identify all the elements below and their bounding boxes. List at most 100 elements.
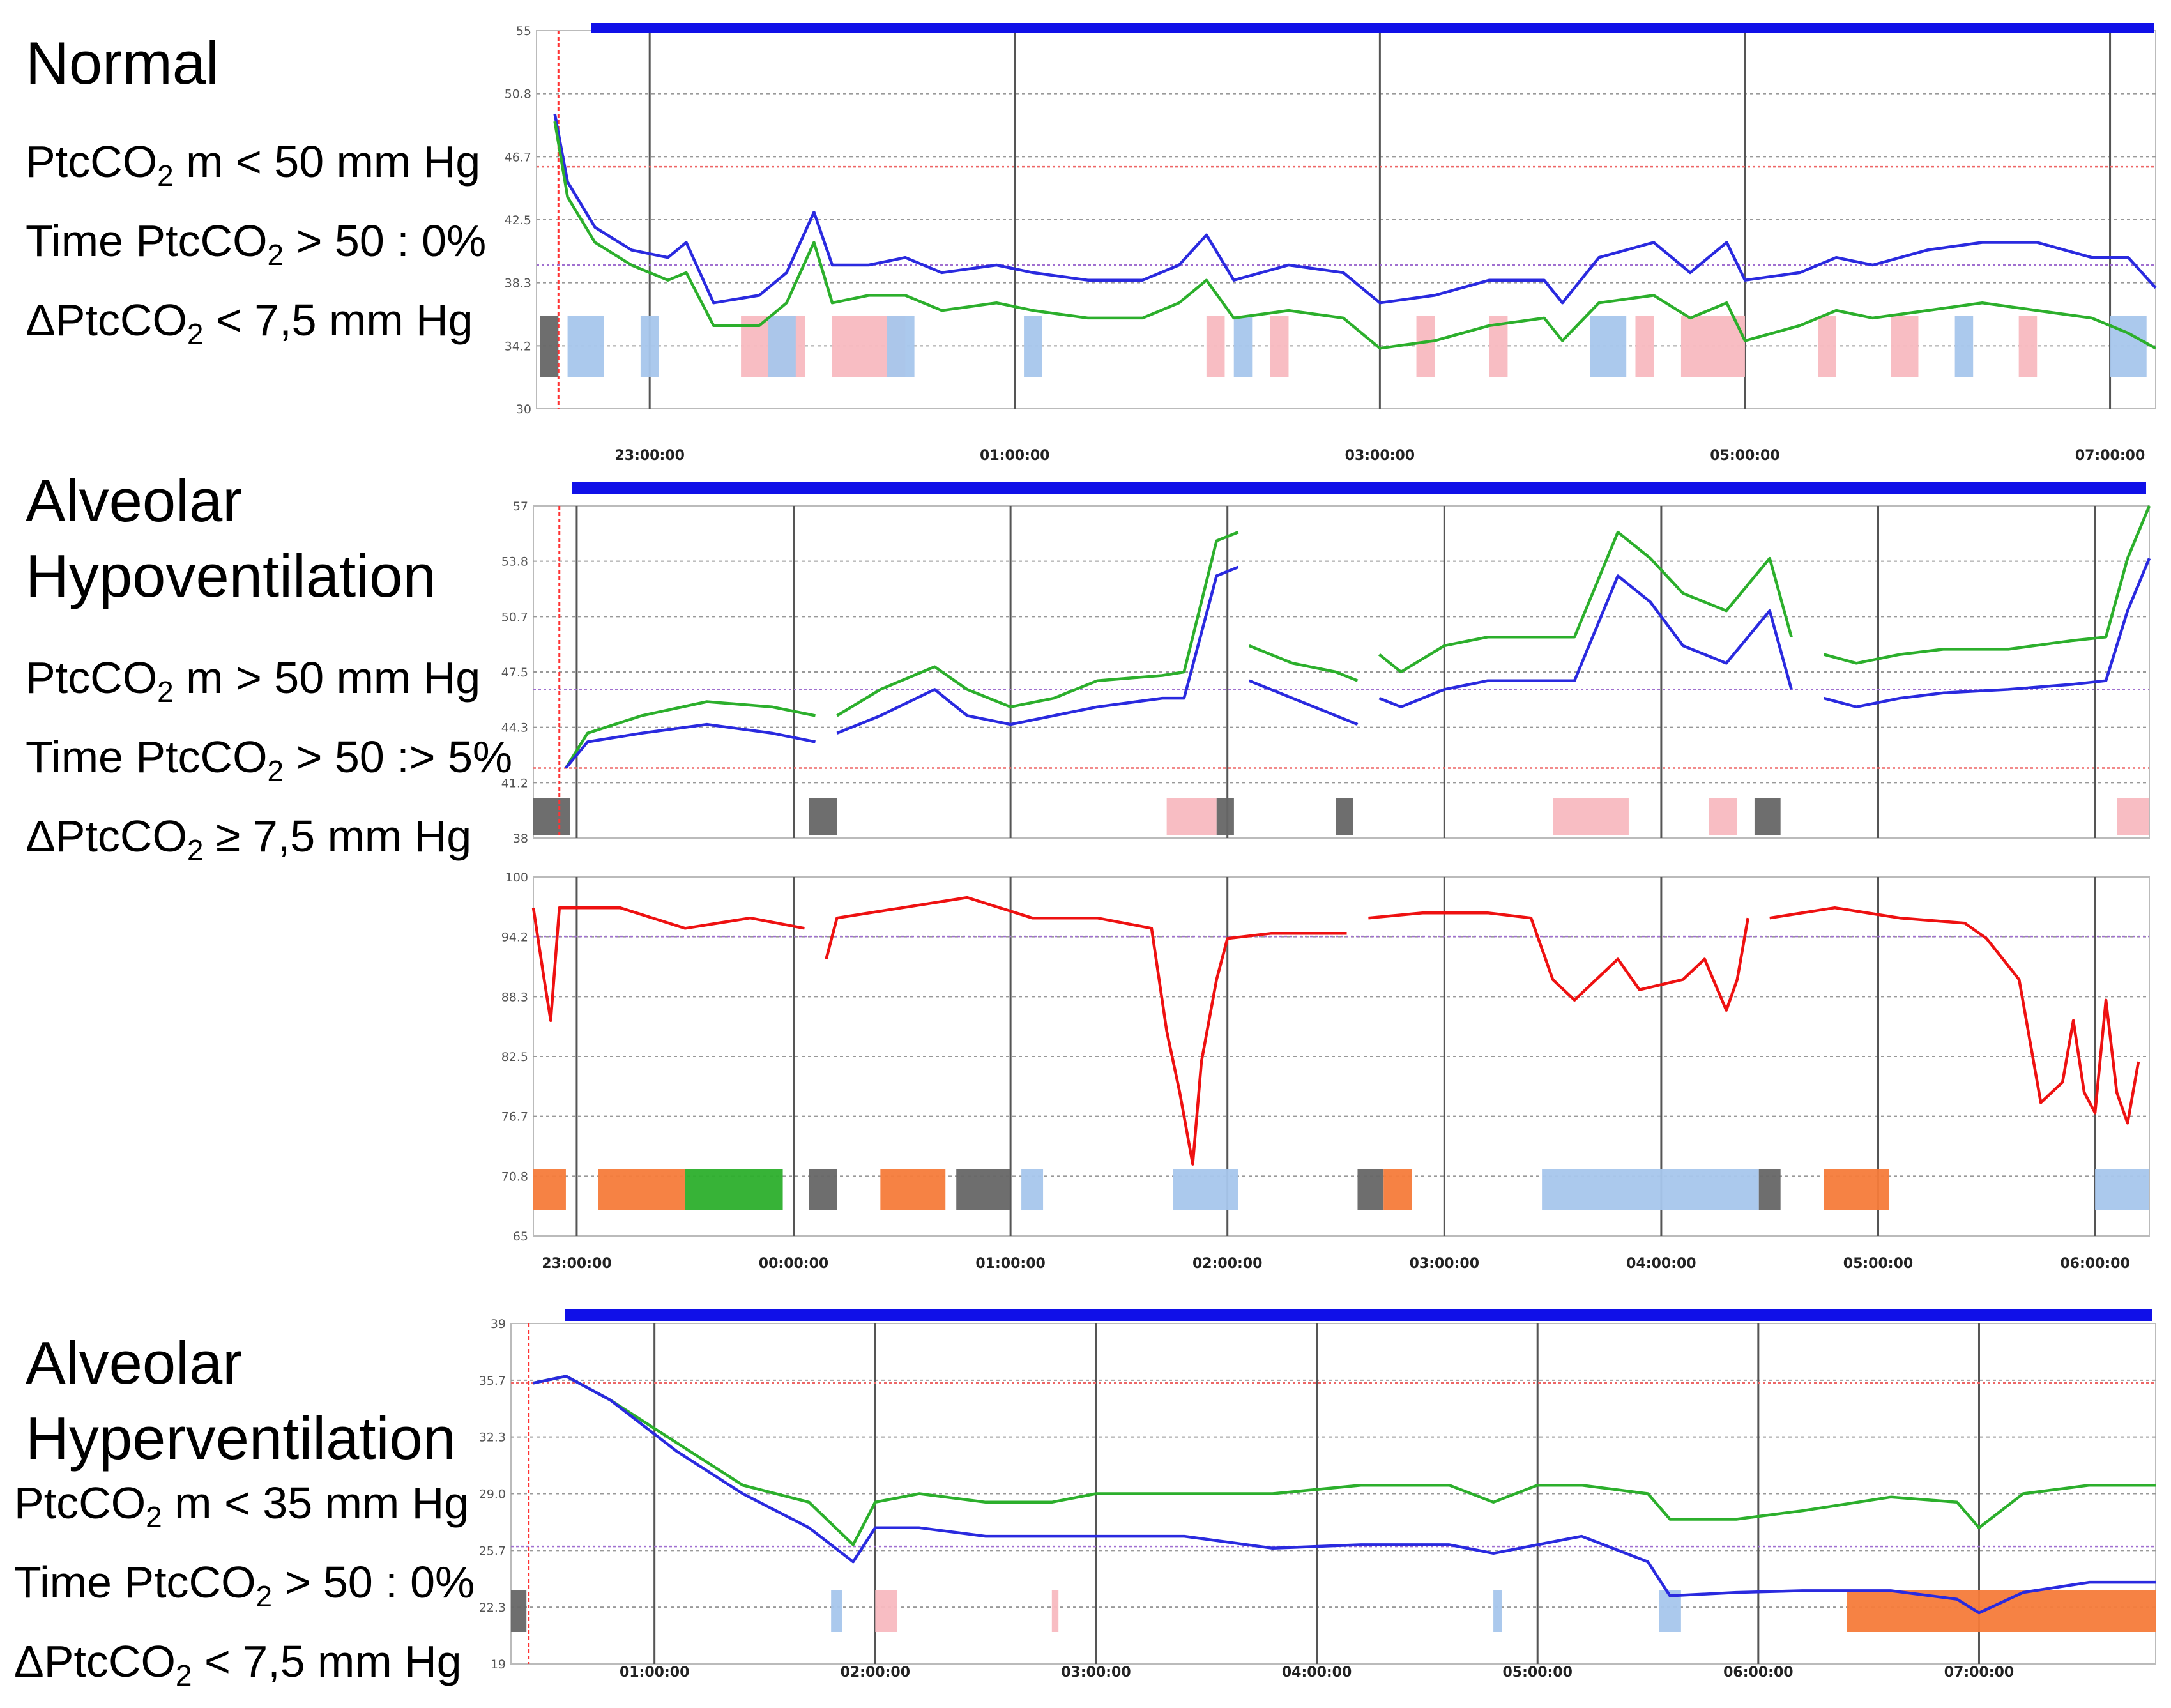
event-mark [1754,798,1781,835]
event-mark [640,316,659,377]
y-tick-label: 76.7 [501,1110,528,1124]
criterion-mean: PtcCO2 m < 50 mm Hg [26,136,481,192]
event-mark [1173,1169,1238,1210]
series-green-line [553,121,2157,350]
panel-hyperventilation-labels: Alveolar Hyperventilation PtcCO2 m < 35 m… [14,1325,475,1708]
y-tick-label: 38.3 [505,277,531,291]
panel-hypoventilation-title: Alveolar Hypoventilation [26,467,436,609]
event-mark [1383,1169,1412,1210]
recording-bar [591,23,2154,33]
event-mark [540,316,559,377]
y-tick-label: 88.3 [501,990,528,1004]
y-tick-label: 38 [513,832,528,846]
x-tick-label: 01:00:00 [980,448,1049,464]
x-tick-label: 06:00:00 [1723,1665,1793,1681]
x-tick-label: 06:00:00 [2060,1256,2129,1272]
x-tick-label: 01:00:00 [620,1665,689,1681]
event-mark [1357,1169,1384,1210]
event-mark [1680,316,1745,377]
event-mark [2110,316,2147,377]
event-mark [1270,316,1289,377]
event-mark [1216,798,1234,835]
event-mark [880,1169,946,1210]
event-mark [1416,316,1435,377]
y-tick-label: 94.2 [501,931,528,945]
panel-normal-labels: Normal PtcCO2 m < 50 mm Hg Time PtcCO2 >… [26,26,486,367]
event-mark [2018,316,2038,377]
event-mark [1553,798,1629,835]
x-tick-label: 23:00:00 [542,1256,611,1272]
event-mark [1024,316,1042,377]
x-tick-label: 05:00:00 [1502,1665,1572,1681]
criterion-mean: PtcCO2 m > 50 mm Hg [26,653,481,708]
x-tick-label: 03:00:00 [1061,1665,1131,1681]
event-mark [1206,316,1225,377]
criterion-mean: PtcCO2 m < 35 mm Hg [14,1478,469,1534]
event-mark [956,1169,1011,1210]
panel-hyperventilation-title: Alveolar Hyperventilation [26,1329,457,1472]
x-tick-label: 07:00:00 [2075,448,2145,464]
event-mark [1493,1590,1502,1632]
event-mark [1847,1590,2156,1632]
event-mark [1021,1169,1044,1210]
y-tick-label: 50.8 [505,88,531,102]
event-mark [1590,316,1627,377]
y-tick-label: 82.5 [501,1050,528,1064]
x-tick-label: 03:00:00 [1345,448,1415,464]
x-tick-label: 02:00:00 [841,1665,910,1681]
y-tick-label: 57 [513,499,528,514]
series-red-line [531,896,2140,1166]
event-mark [2117,798,2149,835]
chart-normal-ptcco2: 55 50.8 46.7 42.5 38.3 34.2 30 23:00:00 01:00:00… [505,23,2157,464]
event-mark [1635,316,1654,377]
event-mark [511,1590,527,1632]
y-tick-label: 25.7 [479,1544,506,1558]
panel-hypoventilation-criteria: PtcCO2 m > 50 mm Hg Time PtcCO2 > 50 :> … [26,645,512,883]
recording-bar [572,482,2146,494]
x-tick-label: 05:00:00 [1710,448,1779,464]
x-tick-label: 23:00:00 [614,448,684,464]
event-mark [1233,316,1253,377]
event-mark [1891,316,1919,377]
y-tick-label: 30 [516,402,531,416]
event-mark [887,316,915,377]
event-mark [685,1169,783,1210]
x-tick-label: 02:00:00 [1192,1256,1262,1272]
event-mark [567,316,604,377]
panel-normal-title: Normal [26,29,219,96]
event-mark [1709,798,1737,835]
event-mark [809,798,837,835]
event-mark [875,1590,897,1632]
y-tick-label: 42.5 [505,213,531,227]
y-tick-label: 70.8 [501,1170,528,1184]
event-mark [533,1169,566,1210]
x-tick-label: 04:00:00 [1626,1256,1696,1272]
x-tick-label: 07:00:00 [1944,1665,2014,1681]
x-tick-label: 04:00:00 [1282,1665,1352,1681]
y-tick-label: 46.7 [505,150,531,164]
event-mark [1954,316,1974,377]
x-tick-label: 05:00:00 [1843,1256,1913,1272]
event-mark [1758,1169,1781,1210]
y-tick-label: 41.2 [501,776,528,790]
event-mark [1051,1590,1059,1632]
event-mark [1166,798,1217,835]
event-mark [831,1590,842,1632]
y-tick-label: 29.0 [479,1488,506,1502]
x-tick-label: 01:00:00 [975,1256,1045,1272]
criterion-delta: ΔPtcCO2 < 7,5 mm Hg [14,1636,462,1692]
series-blue-line [553,113,2157,305]
panel-hyperventilation-criteria: PtcCO2 m < 35 mm Hg Time PtcCO2 > 50 : 0… [14,1470,475,1708]
y-tick-label: 39 [491,1317,506,1331]
y-tick-label: 19 [491,1658,506,1672]
chart-hypoventilation-spo2: 100 94.2 88.3 82.5 76.7 70.8 65 [501,871,2150,1244]
x-tick-label: 00:00:00 [759,1256,828,1272]
y-tick-label: 50.7 [501,610,528,624]
series-blue-line [1824,558,2151,708]
event-mark [533,798,570,835]
series-green-line [564,530,1793,769]
criterion-time: Time PtcCO2 > 50 : 0% [26,215,487,271]
event-mark [1824,1169,1889,1210]
y-tick-label: 44.3 [501,721,528,735]
